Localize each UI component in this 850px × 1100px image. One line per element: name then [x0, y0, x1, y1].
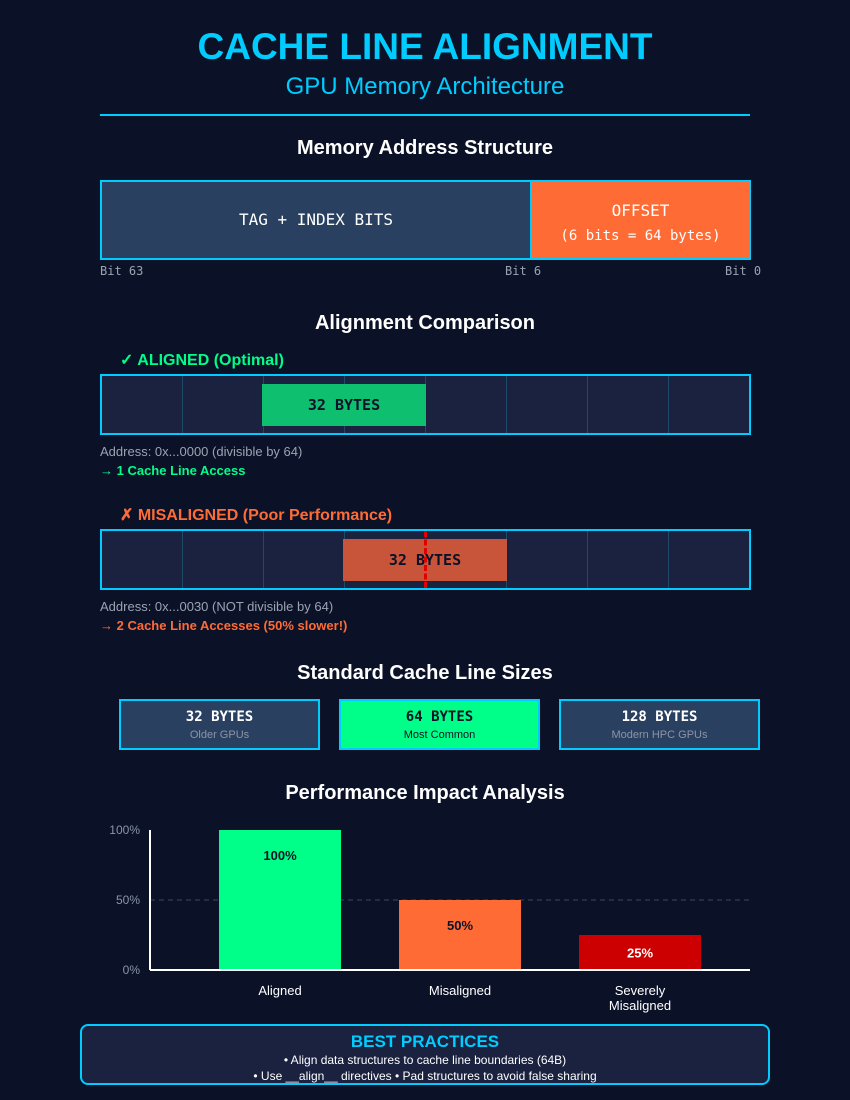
misaligned-result: → 2 Cache Line Accesses (50% slower!) [100, 618, 348, 633]
size-desc: Modern HPC GPUs [611, 729, 708, 741]
x-category-label: Aligned [258, 983, 301, 998]
offset-detail: (6 bits = 64 bytes) [560, 228, 721, 244]
page-subtitle: GPU Memory Architecture [285, 73, 565, 100]
bar-value-label: 25% [627, 946, 653, 961]
cache-boundary-line [424, 531, 427, 588]
size-desc: Most Common [403, 729, 476, 741]
page-title: CACHE LINE ALIGNMENT [197, 26, 653, 67]
bit-mid-label: Bit 6 [505, 264, 542, 278]
bar-value-label: 100% [263, 848, 297, 863]
size-card-64: 64 BYTES Most Common [339, 699, 540, 750]
tag-index-label: TAG + INDEX BITS [238, 210, 394, 229]
size-value: 32 BYTES [185, 709, 254, 725]
performance-chart: 0% 50% 100% 100% Aligned 50% Misaligned 25% Seve… [109, 823, 750, 1013]
y-tick-label: 50% [116, 893, 140, 907]
misaligned-address: Address: 0x...0030 (NOT divisible by 64) [100, 599, 334, 614]
aligned-row: 32 BYTES [100, 374, 751, 435]
header-divider [100, 114, 750, 116]
comparison-heading: Alignment Comparison [314, 312, 535, 334]
x-category-label: Severely [615, 983, 666, 998]
offset-label: OFFSET [611, 201, 670, 220]
best-practices-line-2: • Use __align__ directives • Pad structu… [253, 1069, 597, 1083]
x-category-label: Misaligned [429, 983, 491, 998]
bit-high-label: Bit 63 [100, 264, 144, 278]
best-practices-box: BEST PRACTICES • Align data structures t… [80, 1024, 770, 1085]
y-tick-label: 0% [123, 963, 141, 977]
bar-1 [219, 830, 341, 970]
sizes-heading: Standard Cache Line Sizes [297, 662, 553, 684]
size-card-32: 32 BYTES Older GPUs [119, 699, 320, 750]
size-desc: Older GPUs [189, 729, 250, 741]
performance-heading: Performance Impact Analysis [285, 782, 565, 804]
misaligned-row: 32 BYTES [100, 529, 751, 590]
best-practices-title: BEST PRACTICES [350, 1032, 500, 1051]
aligned-result: → 1 Cache Line Access [100, 463, 246, 478]
address-heading: Memory Address Structure [297, 137, 553, 159]
bar-value-label: 50% [447, 918, 473, 933]
size-value: 64 BYTES [405, 709, 474, 725]
best-practices-line-1: • Align data structures to cache line bo… [283, 1053, 567, 1067]
misaligned-label: ✗ MISALIGNED (Poor Performance) [120, 507, 393, 524]
x-category-label: Misaligned [609, 998, 671, 1013]
aligned-chunk: 32 BYTES [262, 384, 426, 426]
tag-index-field: TAG + INDEX BITS [100, 180, 530, 260]
aligned-address: Address: 0x...0000 (divisible by 64) [100, 444, 303, 459]
y-tick-label: 100% [109, 823, 140, 837]
bit-low-label: Bit 0 [725, 264, 762, 278]
aligned-label: ✓ ALIGNED (Optimal) [120, 352, 284, 369]
bar-3 [579, 935, 701, 970]
offset-field: OFFSET (6 bits = 64 bytes) [530, 180, 751, 260]
bar-2 [399, 900, 521, 970]
size-card-128: 128 BYTES Modern HPC GPUs [559, 699, 760, 750]
size-value: 128 BYTES [621, 709, 698, 725]
